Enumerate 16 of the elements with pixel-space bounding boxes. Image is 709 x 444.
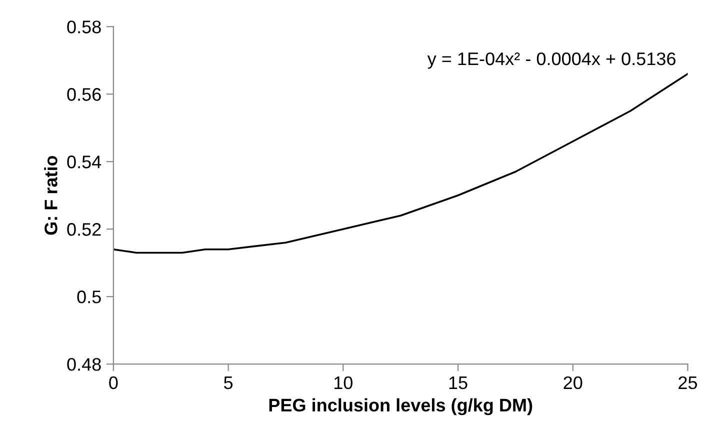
annotation: y = 1E-04x² - 0.0004x + 0.5136	[427, 52, 676, 69]
x-tick-label: 20	[564, 376, 582, 390]
y-tick-label: 0.5	[77, 290, 101, 304]
y-tick-label: 0.58	[67, 20, 101, 34]
y-tick-label: 0.52	[67, 223, 101, 236]
x-tick-label: 25	[678, 376, 698, 390]
y-tick-label: 0.56	[67, 88, 101, 101]
x-tick-label: 10	[334, 376, 352, 390]
x-axis-title: PEG inclusion levels (g/kg DM)	[269, 398, 532, 416]
line-series	[113, 72, 688, 254]
x-tick-label: 5	[224, 376, 233, 390]
y-tick-label: 0.54	[67, 156, 102, 168]
y-axis-title: G: F ratio	[44, 156, 58, 235]
x-tick-label: 15	[449, 376, 468, 390]
x-tick-label: 0	[109, 376, 118, 390]
y-tick-label: 0.48	[67, 358, 101, 371]
